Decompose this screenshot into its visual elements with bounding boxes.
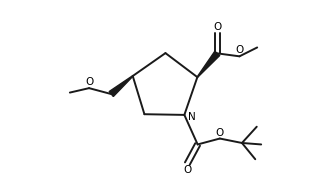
Text: O: O: [183, 165, 192, 175]
Text: O: O: [85, 77, 93, 87]
Text: N: N: [188, 112, 196, 122]
Text: O: O: [213, 22, 222, 32]
Text: O: O: [235, 45, 244, 55]
Polygon shape: [197, 51, 220, 77]
Text: O: O: [216, 128, 224, 138]
Polygon shape: [109, 76, 133, 97]
